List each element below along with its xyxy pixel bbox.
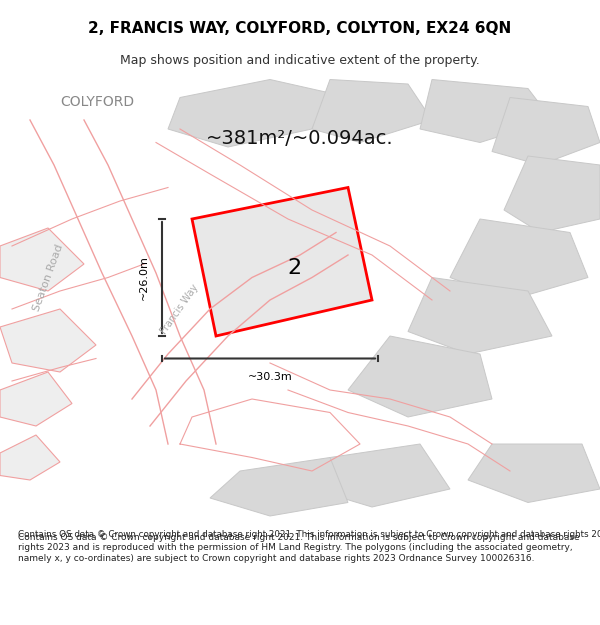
Polygon shape xyxy=(210,458,348,516)
Text: ~26.0m: ~26.0m xyxy=(139,255,149,300)
Polygon shape xyxy=(168,79,330,147)
Polygon shape xyxy=(504,156,600,232)
Text: ~381m²/~0.094ac.: ~381m²/~0.094ac. xyxy=(206,129,394,148)
Polygon shape xyxy=(408,278,552,354)
Text: ~30.3m: ~30.3m xyxy=(248,371,292,381)
Text: 2: 2 xyxy=(287,259,301,279)
Text: 2, FRANCIS WAY, COLYFORD, COLYTON, EX24 6QN: 2, FRANCIS WAY, COLYFORD, COLYTON, EX24 … xyxy=(88,21,512,36)
Polygon shape xyxy=(492,98,600,165)
Text: Map shows position and indicative extent of the property.: Map shows position and indicative extent… xyxy=(120,54,480,67)
Polygon shape xyxy=(468,444,600,503)
Text: Contains OS data © Crown copyright and database right 2021. This information is : Contains OS data © Crown copyright and d… xyxy=(18,533,580,562)
Polygon shape xyxy=(0,228,84,291)
Polygon shape xyxy=(312,79,432,142)
Text: Francis Way: Francis Way xyxy=(159,282,201,336)
Polygon shape xyxy=(450,219,588,300)
Polygon shape xyxy=(348,336,492,417)
Polygon shape xyxy=(0,435,60,480)
Polygon shape xyxy=(0,309,96,372)
Polygon shape xyxy=(0,372,72,426)
Polygon shape xyxy=(420,79,552,142)
Polygon shape xyxy=(312,444,450,507)
Polygon shape xyxy=(192,188,372,336)
Text: Seaton Road: Seaton Road xyxy=(31,242,65,312)
Text: COLYFORD: COLYFORD xyxy=(60,95,134,109)
Text: Contains OS data © Crown copyright and database right 2021. This information is : Contains OS data © Crown copyright and d… xyxy=(18,530,600,539)
